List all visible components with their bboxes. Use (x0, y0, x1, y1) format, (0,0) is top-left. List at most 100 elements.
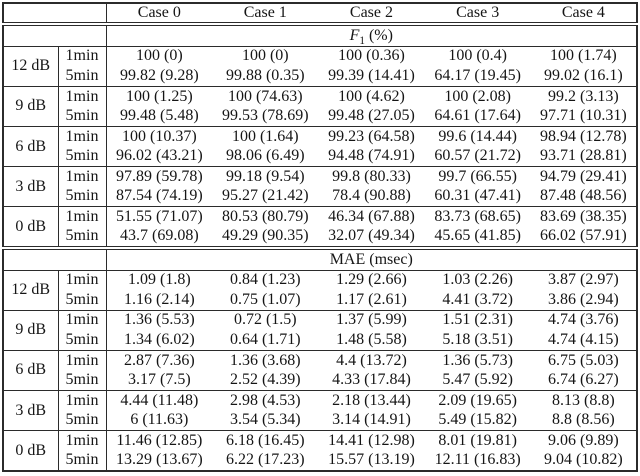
value-cell: 100 (1.25) (106, 85, 213, 107)
value-cell: 0.64 (1.71) (229, 331, 301, 349)
value-cell: 99.02 (16.1) (544, 67, 623, 85)
duration-label: 5min (58, 66, 107, 87)
data-row: 0 dB 1min 51.55 (71.07) 80.53 (80.79) 46.34 … (3, 206, 637, 248)
value-cell: 13.29 (13.67) (116, 451, 203, 469)
duration-label: 1min (58, 269, 107, 291)
data-row: 3 dB 1min 4.44 (11.48) 2.98 (4.53) 2.18 (13.… (3, 389, 637, 431)
value-cell: 99.53 (78.69) (221, 107, 309, 125)
data-row: 5min 13.29 (13.67) 6.22 (17.23) 15.57 (13.1… (3, 450, 637, 471)
duration-label: 1min (58, 85, 107, 107)
value-cell: 83.73 (68.65) (424, 206, 531, 227)
value-cell: 3.17 (7.5) (128, 371, 191, 389)
value-cell: 99.88 (0.35) (225, 67, 305, 85)
duration-label: 1min (58, 389, 107, 411)
snr-label: 6 dB (3, 349, 59, 391)
value-cell: 97.89 (59.78) (106, 166, 213, 187)
value-cell: 83.69 (38.35) (530, 206, 637, 227)
snr-label: 9 dB (3, 309, 59, 351)
corner-cell (3, 3, 107, 26)
value-cell: 99.6 (14.44) (424, 125, 531, 147)
snr-label: 0 dB (3, 206, 59, 248)
duration-label: 5min (58, 106, 107, 127)
value-cell: 99.48 (5.48) (120, 107, 199, 125)
value-cell: 95.27 (21.42) (221, 187, 309, 205)
section-title-row: MAE (msec) (3, 245, 637, 271)
duration-label: 1min (58, 349, 107, 371)
data-row: 5min 3.17 (7.5) 2.52 (4.39) 4.33 (17.84) 5.4… (3, 370, 637, 391)
value-cell: 9.04 (10.82) (544, 451, 623, 469)
value-cell: 1.37 (5.99) (318, 309, 425, 331)
corner-cell (3, 245, 107, 271)
value-cell: 0.75 (1.07) (229, 290, 301, 308)
data-row: 5min 1.16 (2.14) 0.75 (1.07) 1.17 (2.61) 4.4… (3, 290, 637, 311)
value-cell: 6.74 (6.27) (548, 371, 619, 389)
value-cell: 60.31 (47.41) (434, 187, 521, 205)
value-cell: 66.02 (57.91) (540, 227, 627, 245)
value-cell: 1.48 (5.58) (336, 331, 407, 349)
value-cell: 97.71 (10.31) (540, 107, 627, 125)
value-cell: 49.29 (90.35) (221, 227, 309, 245)
section-title-row: F1 (%) (3, 24, 637, 47)
snr-label: 9 dB (3, 85, 59, 127)
data-row: 6 dB 1min 2.87 (7.36) 1.36 (3.68) 4.4 (13.72… (3, 349, 637, 391)
value-cell: 6.18 (16.45) (212, 430, 319, 451)
value-cell: 100 (0) (212, 45, 319, 67)
duration-label: 1min (58, 309, 107, 331)
snr-label: 3 dB (3, 389, 59, 431)
value-cell: 94.48 (74.91) (328, 147, 415, 165)
duration-label: 1min (58, 125, 107, 147)
value-cell: 6.75 (5.03) (530, 349, 637, 371)
value-cell: 2.09 (19.65) (424, 389, 531, 411)
value-cell: 4.74 (4.15) (548, 331, 619, 349)
value-cell: 1.29 (2.66) (318, 269, 425, 291)
value-cell: 1.16 (2.14) (124, 290, 195, 308)
value-cell: 6 (11.63) (130, 411, 189, 429)
data-row: 5min 99.48 (5.48) 99.53 (78.69) 99.48 (27.0… (3, 106, 637, 127)
value-cell: 2.18 (13.44) (318, 389, 425, 411)
value-cell: 4.33 (17.84) (332, 371, 411, 389)
value-cell: 12.11 (16.83) (434, 451, 521, 469)
value-cell: 60.57 (21.72) (434, 147, 521, 165)
value-cell: 14.41 (12.98) (318, 430, 425, 451)
value-cell: 98.06 (6.49) (225, 147, 305, 165)
value-cell: 100 (10.37) (106, 125, 213, 147)
value-cell: 100 (0.36) (318, 45, 425, 67)
value-cell: 3.14 (14.91) (332, 411, 411, 429)
value-cell: 45.65 (41.85) (434, 227, 521, 245)
duration-label: 5min (58, 186, 107, 207)
value-cell: 8.8 (8.56) (552, 411, 615, 429)
snr-label: 6 dB (3, 125, 59, 167)
value-cell: 87.54 (74.19) (116, 187, 203, 205)
value-cell: 99.7 (66.55) (424, 166, 531, 187)
value-cell: 1.17 (2.61) (336, 290, 407, 308)
case-header-4: Case 4 (530, 3, 637, 26)
duration-label: 5min (58, 226, 107, 248)
value-cell: 0.84 (1.23) (212, 269, 319, 291)
case-header-2: Case 2 (318, 3, 425, 26)
value-cell: 99.39 (14.41) (328, 67, 415, 85)
snr-label: 12 dB (3, 45, 59, 87)
duration-label: 5min (58, 290, 107, 311)
value-cell: 96.02 (43.21) (116, 147, 203, 165)
value-cell: 94.79 (29.41) (530, 166, 637, 187)
data-row: 5min 87.54 (74.19) 95.27 (21.42) 78.4 (90.8… (3, 186, 637, 207)
value-cell: 8.13 (8.8) (530, 389, 637, 411)
data-row: 9 dB 1min 1.36 (5.53) 0.72 (1.5) 1.37 (5.99)… (3, 309, 637, 351)
duration-label: 1min (58, 166, 107, 187)
value-cell: 1.09 (1.8) (106, 269, 213, 291)
value-cell: 5.49 (15.82) (438, 411, 517, 429)
value-cell: 1.03 (2.26) (424, 269, 531, 291)
value-cell: 100 (0.4) (424, 45, 531, 67)
value-cell: 99.23 (64.58) (318, 125, 425, 147)
value-cell: 99.18 (9.54) (212, 166, 319, 187)
corner-cell (3, 24, 107, 47)
value-cell: 2.98 (4.53) (212, 389, 319, 411)
data-row: 5min 6 (11.63) 3.54 (5.34) 3.14 (14.91) 5.49… (3, 410, 637, 431)
data-row: 12 dB 1min 100 (0) 100 (0) 100 (0.36) 100 (0.… (3, 45, 637, 87)
value-cell: 64.61 (17.64) (434, 107, 521, 125)
value-cell: 100 (0) (106, 45, 213, 67)
value-cell: 4.74 (3.76) (530, 309, 637, 331)
value-cell: 0.72 (1.5) (212, 309, 319, 331)
duration-label: 5min (58, 370, 107, 391)
value-cell: 78.4 (90.88) (332, 187, 411, 205)
